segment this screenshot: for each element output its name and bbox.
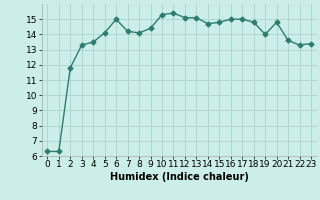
X-axis label: Humidex (Indice chaleur): Humidex (Indice chaleur) — [110, 172, 249, 182]
